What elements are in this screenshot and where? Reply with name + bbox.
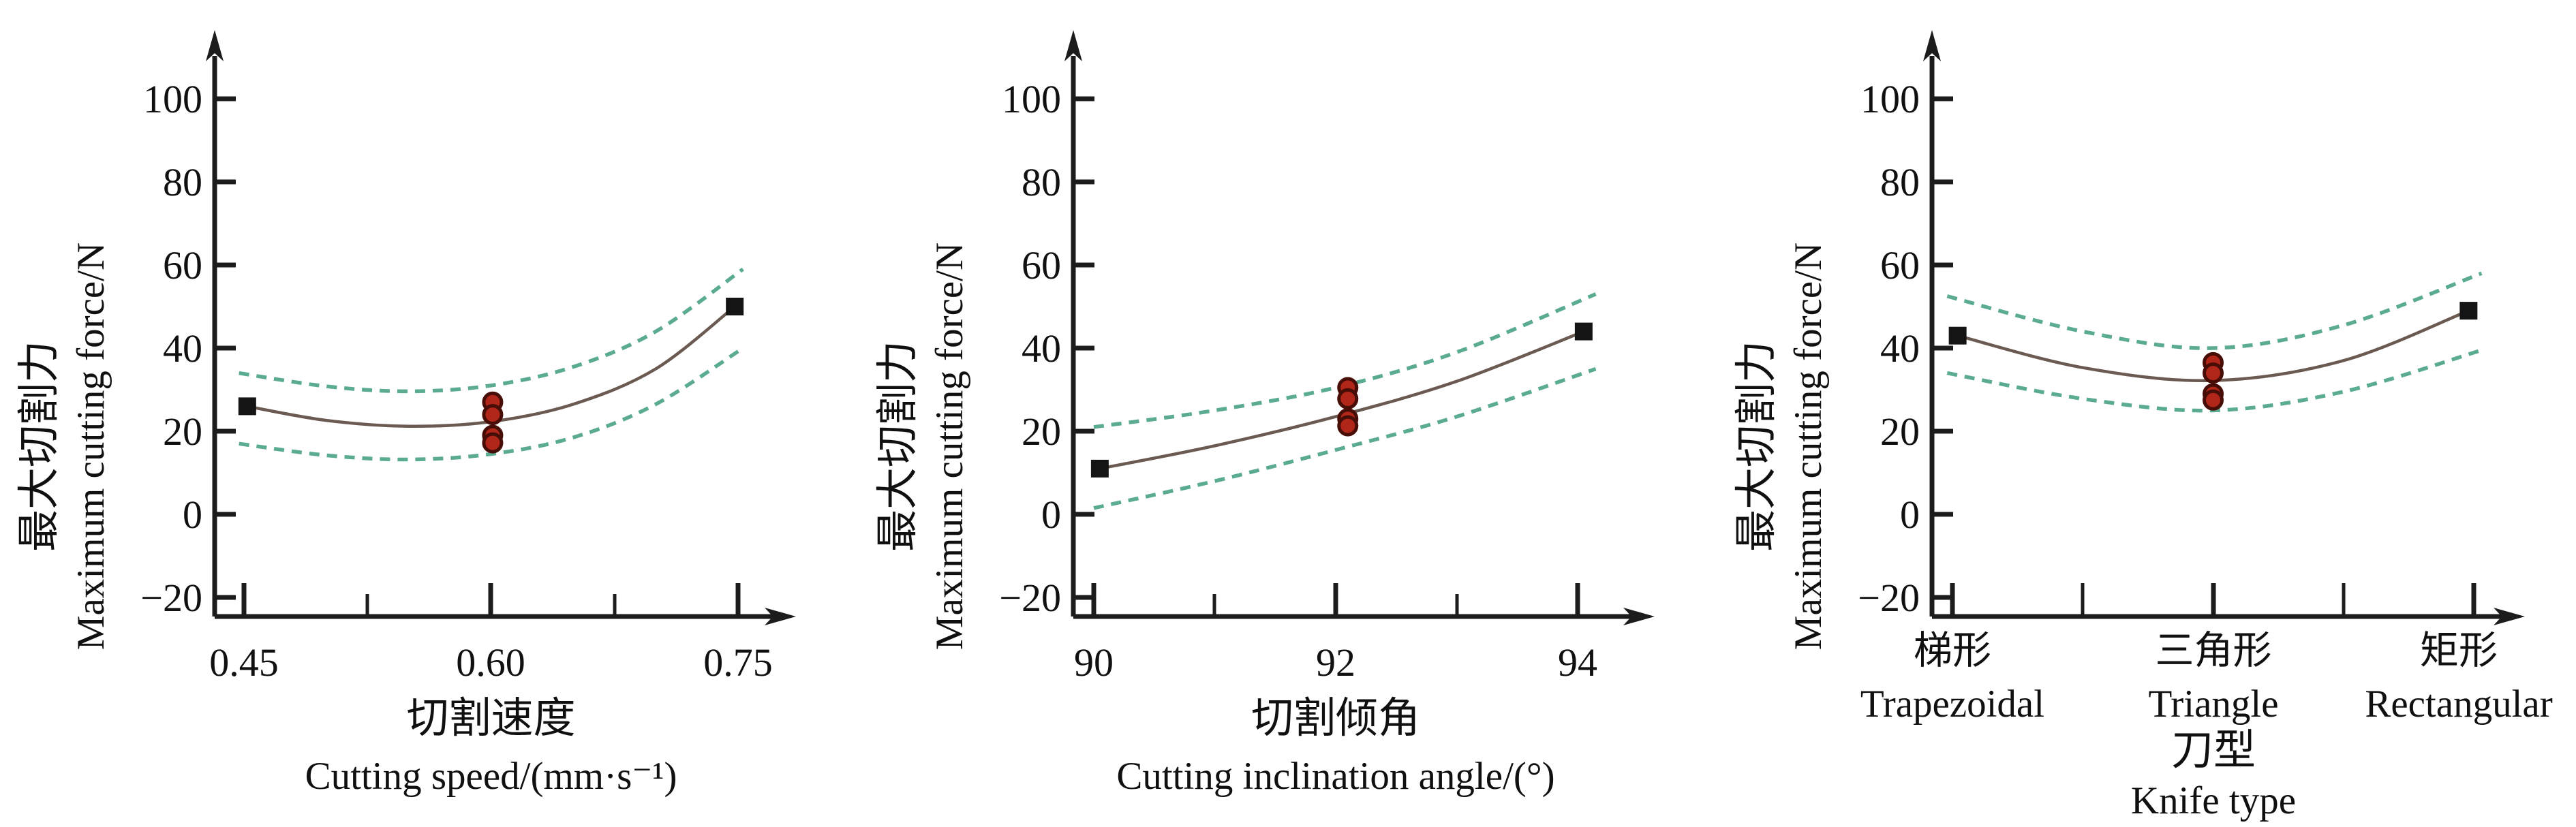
y-tick-label: 20 (1022, 409, 1061, 454)
design-point-square (1948, 326, 1967, 345)
x-axis-title-cn: 刀型 (2171, 728, 2256, 774)
x-tick-label: 90 (1074, 640, 1114, 685)
y-axis-arrow-icon (1064, 30, 1082, 61)
replicate-point (1337, 388, 1359, 409)
x-tick-label: 94 (1558, 640, 1597, 685)
x-tick-label: 0.75 (703, 640, 773, 685)
y-axis-arrow-icon (206, 30, 224, 61)
y-tick-label: 40 (1022, 326, 1061, 371)
y-tick-label: 60 (1022, 243, 1061, 287)
y-axis-title-cn: 最大切割力 (16, 341, 63, 552)
y-tick-label: 100 (1002, 77, 1061, 121)
x-axis-title-cn: 切割倾角 (1251, 696, 1420, 742)
chart-knife-type: 100 80 60 40 20 0 −20 梯形 Trapezoidal 三角形 Triangle 矩… (1717, 0, 2576, 827)
y-tick-label: 60 (163, 243, 202, 287)
category-label-cn: 矩形 (2420, 629, 2498, 672)
category-label-en: Trapezoidal (1860, 683, 2044, 725)
design-point-square (1090, 459, 1109, 478)
replicate-point (482, 432, 504, 454)
y-tick-label: 20 (163, 409, 202, 454)
y-tick-label: −20 (1858, 576, 1920, 620)
category-label-cn: 三角形 (2156, 629, 2272, 672)
category-label-en: Rectangular (2365, 683, 2552, 725)
y-tick-label: 0 (183, 493, 202, 537)
x-axis-arrow-icon (1623, 608, 1655, 625)
y-tick-label: 80 (163, 160, 202, 204)
category-label-cn: 梯形 (1914, 629, 1991, 672)
y-tick-label: 0 (1041, 493, 1061, 537)
y-axis-title-en: Maximum cutting force/N (928, 243, 971, 650)
x-axis-title-en: Cutting inclination angle/(°) (1116, 755, 1554, 798)
design-point-square (726, 298, 744, 315)
x-tick-label: 0.60 (456, 640, 525, 685)
y-axis-title-en: Maximum cutting force/N (70, 243, 112, 650)
fit-line (1099, 330, 1584, 471)
y-tick-label: 40 (163, 326, 202, 371)
chart-cutting-speed: 100 80 60 40 20 0 −20 0.45 0.60 0.75 切割速度 Cutting s… (0, 0, 859, 827)
replicate-point (482, 404, 504, 426)
y-tick-label: −20 (140, 576, 202, 620)
y-tick-label: 20 (1880, 409, 1920, 454)
design-point-square (2459, 302, 2478, 320)
y-axis-title-en: Maximum cutting force/N (1787, 243, 1830, 650)
x-axis-title-en: Cutting speed/(mm·s⁻¹) (305, 755, 677, 798)
chart-svg-cutting-speed: 100 80 60 40 20 0 −200.45 0.60 0.75 切割速度 Cutting s… (16, 30, 796, 798)
chart-svg-inclination-angle: 100 80 60 40 20 0 −20 90 92 94 切割倾角 Cutting inclina… (875, 30, 1655, 798)
x-tick-label: 0.45 (209, 640, 279, 685)
x-axis-arrow-icon (2494, 608, 2525, 625)
y-tick-label: 80 (1880, 160, 1920, 204)
y-tick-label: 60 (1880, 243, 1920, 287)
y-tick-label: −20 (999, 576, 1061, 620)
design-point-square (1574, 322, 1593, 341)
design-point-square (238, 397, 256, 416)
y-axis-arrow-icon (1923, 30, 1941, 61)
y-tick-label: 80 (1022, 160, 1061, 204)
chart-inclination-angle: 100 80 60 40 20 0 −20 90 92 94 切割倾角 Cutting inclina… (859, 0, 1717, 827)
y-tick-label: 0 (1900, 493, 1920, 537)
y-tick-label: 100 (1860, 77, 1920, 121)
confidence-band-upper (1946, 271, 2483, 350)
y-tick-label: 40 (1880, 326, 1920, 371)
confidence-band-lower (1093, 366, 1597, 510)
y-axis-title-cn: 最大切割力 (1734, 341, 1780, 552)
x-tick-label: 92 (1316, 640, 1355, 685)
confidence-band-upper (239, 267, 744, 394)
x-axis-title-cn: 切割速度 (406, 696, 575, 742)
x-axis-title-en: Knife type (2131, 779, 2296, 822)
replicate-point (2203, 389, 2224, 411)
confidence-band-upper (1093, 292, 1597, 429)
y-tick-label: 100 (143, 77, 202, 121)
chart-svg-knife-type: 100 80 60 40 20 0 −20 梯形 Trapezoidal 三角形 Triangle 矩… (1734, 30, 2553, 822)
y-axis-title-cn: 最大切割力 (875, 341, 921, 552)
x-axis-arrow-icon (765, 608, 796, 625)
category-label-en: Triangle (2148, 683, 2278, 725)
confidence-band-lower (239, 346, 744, 462)
replicate-point (2203, 362, 2224, 384)
replicate-point (1337, 415, 1359, 437)
